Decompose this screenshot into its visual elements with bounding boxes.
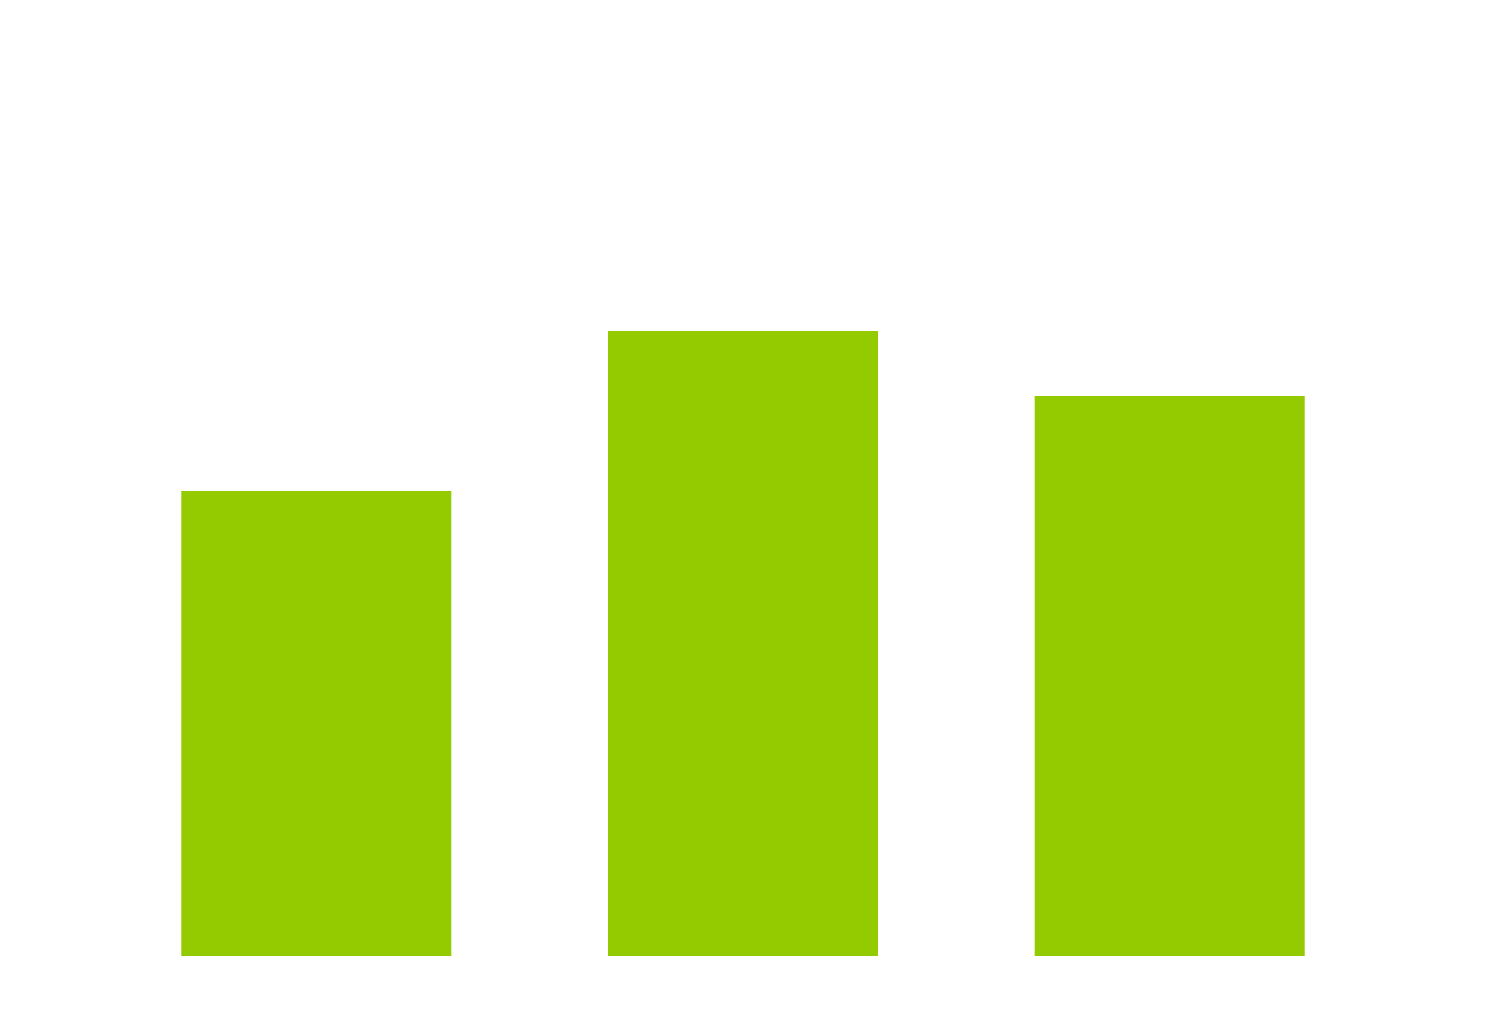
bar-2 xyxy=(608,331,878,956)
bar-series xyxy=(181,331,1305,956)
bar-1 xyxy=(181,491,452,956)
bar-3 xyxy=(1034,396,1305,956)
